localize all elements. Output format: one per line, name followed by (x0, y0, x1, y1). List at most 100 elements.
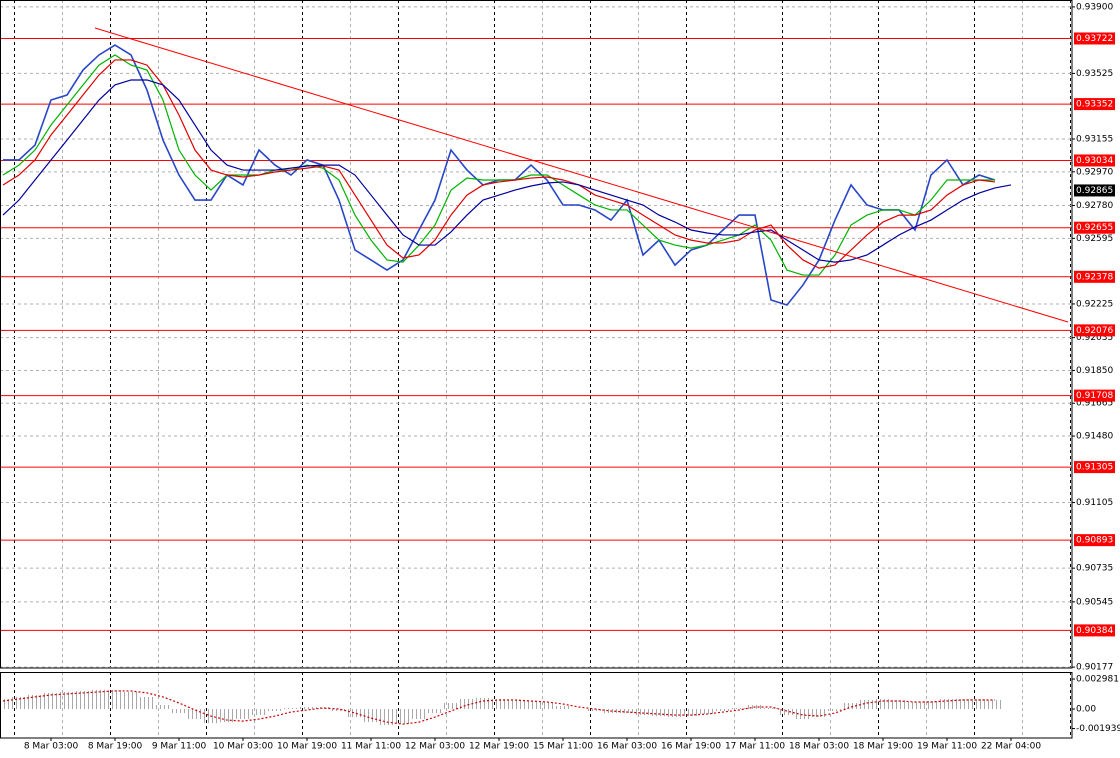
oscillator-bar (699, 709, 715, 715)
oscillator-bar (363, 709, 379, 723)
y-tick-label: 0.002981 (1076, 675, 1119, 685)
oscillator-bar (555, 706, 571, 710)
oscillator-bar (875, 698, 891, 710)
oscillator-frame (0, 672, 1073, 739)
oscillator-bar (459, 698, 475, 710)
oscillator-pane (0, 689, 1003, 726)
y-tick-label: 0.00 (1076, 705, 1096, 715)
oscillator-bar (267, 709, 283, 712)
oscillator-bar (443, 702, 459, 710)
y-tick-label: 0.92970 (1076, 167, 1113, 177)
y-tick-label: 0.92225 (1076, 299, 1113, 309)
oscillator-bar (0, 698, 11, 710)
oscillator-bar (27, 694, 43, 710)
oscillator-bar (427, 709, 443, 714)
level-label: 0.93034 (1076, 156, 1113, 166)
main-pane (0, 6, 1072, 668)
x-tick-label: 8 Mar 03:00 (24, 742, 79, 752)
oscillator-bar (539, 701, 555, 710)
y-tick-label: 0.91850 (1076, 366, 1113, 376)
oscillator-bar (859, 699, 875, 710)
y-tick-label: 0.90177 (1076, 663, 1113, 673)
oscillator-bar (43, 692, 59, 710)
y-tick-label: 0.90735 (1076, 564, 1113, 574)
x-tick-label: 16 Mar 03:00 (597, 742, 657, 752)
oscillator-bar (811, 709, 827, 718)
oscillator-bar (683, 709, 699, 717)
y-tick-label: 0.92595 (1076, 234, 1113, 244)
level-label: 0.91305 (1076, 463, 1113, 473)
x-tick-label: 10 Mar 19:00 (277, 742, 337, 752)
y-tick-label: 0.91105 (1076, 498, 1113, 508)
x-tick-label: 22 Mar 04:00 (981, 742, 1041, 752)
x-tick-label: 9 Mar 11:00 (152, 742, 207, 752)
oscillator-bar (779, 709, 795, 716)
oscillator-bar (411, 709, 427, 720)
main-frame (0, 0, 1073, 669)
y-tick-label: 0.91665 (1076, 399, 1113, 409)
oscillator-bar (843, 702, 859, 710)
oscillator-bar (731, 708, 747, 710)
x-tick-label: 17 Mar 11:00 (725, 742, 785, 752)
oscillator-bar (827, 709, 843, 712)
x-tick-label: 8 Mar 19:00 (88, 742, 143, 752)
x-tick-label: 18 Mar 03:00 (789, 742, 849, 752)
oscillator-bar (187, 709, 203, 720)
oscillator-bar (91, 689, 107, 710)
oscillator-bar (107, 689, 123, 710)
oscillator-bar (507, 699, 523, 710)
axes: 0.93900 0.93525 0.93155 0.92970 0.92780 0.925… (24, 2, 1120, 751)
y-tick-label: 0.93900 (1076, 2, 1113, 12)
oscillator-bar (971, 698, 987, 710)
oscillator-bar (331, 709, 347, 712)
level-label-bg (1074, 32, 1115, 45)
oscillator-bar (715, 709, 731, 712)
moving-average (2, 79, 1012, 263)
oscillator-bar (139, 696, 155, 710)
level-label-bg (1074, 534, 1115, 547)
oscillator-bar (235, 709, 251, 720)
x-tick-label: 12 Mar 03:00 (405, 742, 465, 752)
oscillator-bar (763, 708, 779, 710)
x-tick-label: 15 Mar 11:00 (533, 742, 593, 752)
trend-line (94, 27, 1069, 323)
signal-line (2, 690, 995, 725)
oscillator-bar (587, 709, 603, 712)
y-tick-label: 0.90545 (1076, 597, 1113, 607)
oscillator-bar (795, 709, 811, 720)
moving-average (2, 59, 996, 269)
x-tick-label: 16 Mar 19:00 (661, 742, 721, 752)
oscillator-bar (395, 709, 411, 725)
oscillator-bar (939, 698, 955, 710)
oscillator-bar (347, 709, 363, 718)
y-tick-label: 0.92035 (1076, 333, 1113, 343)
oscillator-bar (635, 709, 651, 716)
x-tick-label: 11 Mar 11:00 (341, 742, 401, 752)
x-tick-label: 12 Mar 19:00 (469, 742, 529, 752)
oscillator-bar (987, 699, 1003, 710)
oscillator-bar (667, 709, 683, 718)
level-label-bg (1074, 461, 1115, 474)
level-label-bg (1074, 270, 1115, 283)
y-tick-label: 0.93525 (1076, 69, 1113, 79)
oscillator-bar (155, 705, 171, 710)
level-label: 0.90893 (1076, 536, 1113, 546)
y-tick-label: 0.91480 (1076, 432, 1113, 442)
oscillator-bar (75, 690, 91, 710)
x-tick-label: 19 Mar 11:00 (917, 742, 977, 752)
y-tick-label: 0.92780 (1076, 201, 1113, 211)
level-label-bg (1074, 221, 1115, 234)
oscillator-bar (923, 700, 939, 710)
vertical-grid (0, 0, 1072, 668)
level-label-bg (1074, 389, 1115, 402)
y-tick-label: -0.001939 (1076, 724, 1120, 734)
oscillator-bar (955, 698, 971, 710)
current-price-label: 0.92865 (1076, 186, 1113, 196)
oscillator-bar (123, 691, 139, 710)
level-label: 0.93352 (1076, 100, 1113, 110)
level-label-bg (1074, 98, 1115, 111)
x-tick-label: 10 Mar 03:00 (213, 742, 273, 752)
level-label: 0.92655 (1076, 223, 1113, 233)
level-label-bg (1074, 154, 1115, 167)
